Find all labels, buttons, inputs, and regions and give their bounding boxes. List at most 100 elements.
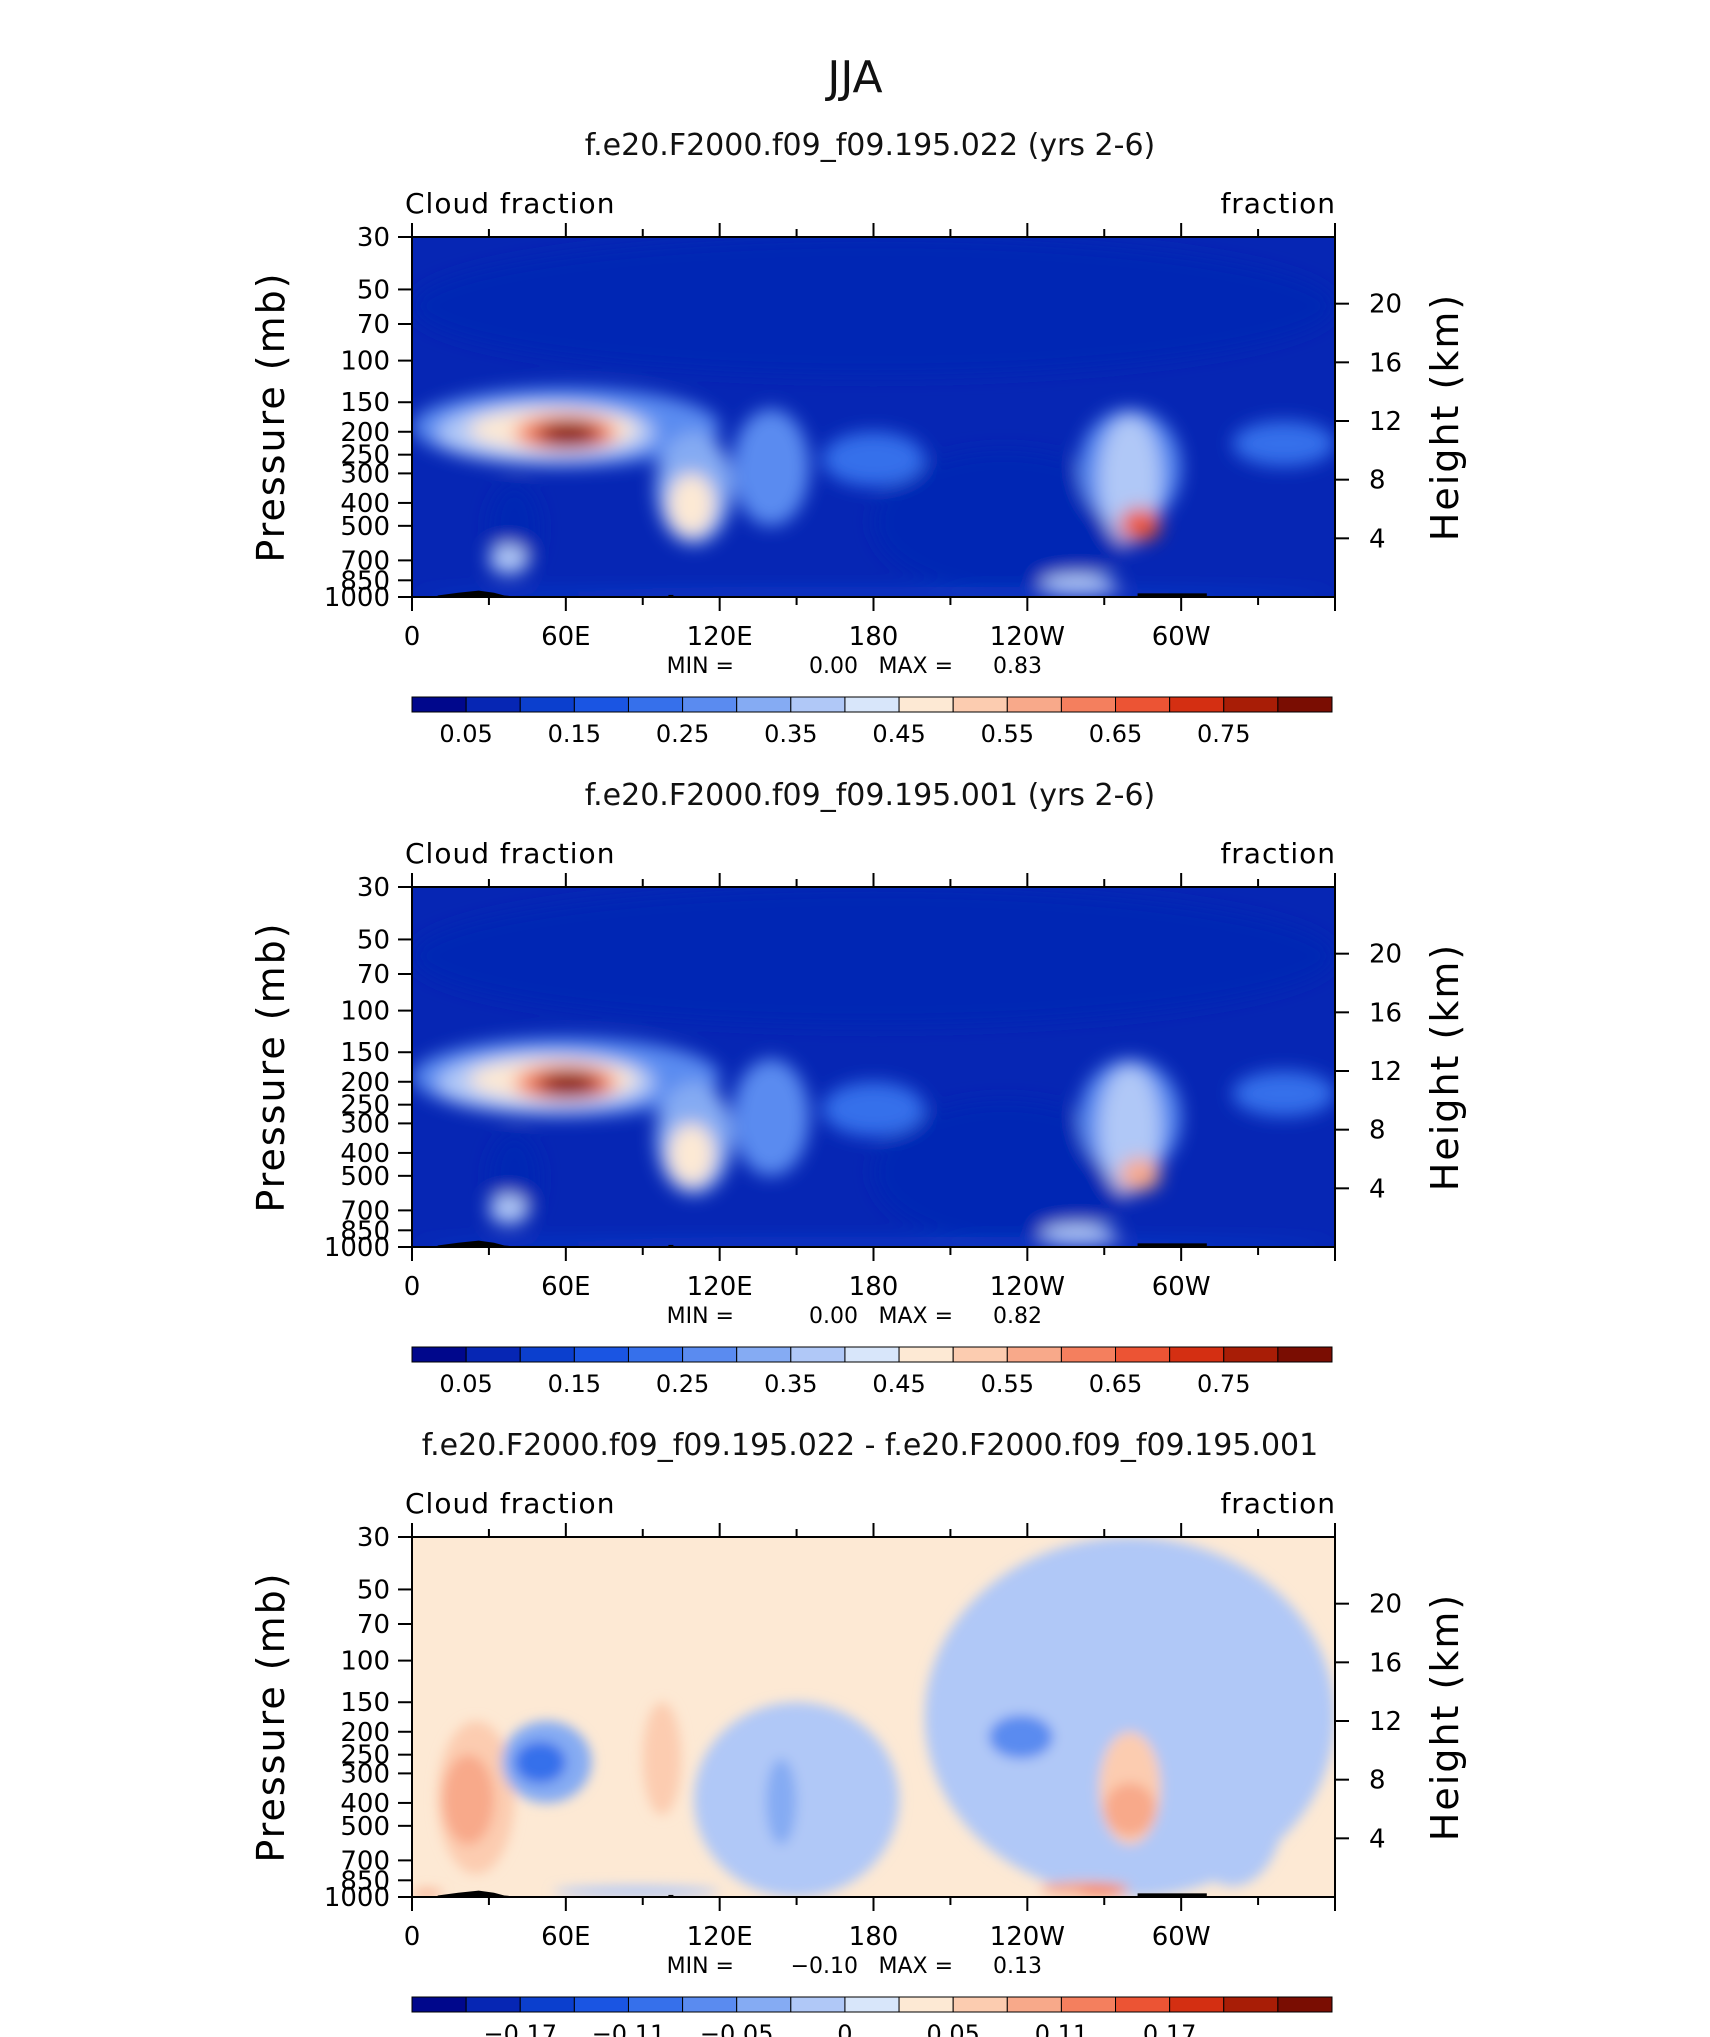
stats: MIN = 0.00 MAX = 0.82 [667, 1304, 1042, 1329]
y-tick-label: 850 [340, 566, 390, 596]
land-mask [437, 1240, 1207, 1247]
contour-region [668, 473, 715, 536]
y-tick-label: 70 [357, 1610, 390, 1640]
stratosphere-region [412, 237, 1335, 375]
contour-region [732, 408, 810, 526]
y-tick-label: 250 [340, 1091, 390, 1121]
contour-region [553, 1886, 720, 1897]
x-tick-label: 120W [990, 1922, 1065, 1952]
panel-title: f.e20.F2000.f09_f09.195.001 (yrs 2-6) [585, 778, 1155, 813]
min-label: MIN = [667, 1304, 734, 1329]
colorbar: 0.05 0.15 0.25 0.35 0.45 0.55 0.65 0.75 [411, 1346, 1333, 1398]
colorbar-box [1006, 696, 1062, 713]
colorbar-label: 0.05 [439, 720, 492, 748]
contour-region [694, 1702, 900, 1897]
x-tick-label: 120E [687, 1272, 753, 1302]
contour-region [514, 1741, 566, 1784]
colorbar-label: −0.05 [700, 2020, 774, 2037]
colorbar-label: 0.05 [439, 1370, 492, 1398]
y2-tick-label: 20 [1369, 940, 1402, 970]
contour-region [1040, 1224, 1118, 1244]
x-tick-label: 180 [849, 1272, 899, 1302]
y2-tick-label: 20 [1369, 1590, 1402, 1620]
land-south-america [1137, 593, 1207, 597]
y-axis-title: Pressure (mb) [249, 921, 293, 1212]
y-tick-label: 200 [340, 1068, 390, 1098]
stats: MIN = −0.10 MAX = 0.13 [667, 1954, 1042, 1979]
colorbar-box [1169, 1996, 1225, 2013]
contour-region [1104, 1783, 1156, 1836]
contour-region [1232, 1070, 1335, 1117]
y2-tick-label: 16 [1369, 1648, 1402, 1678]
y2-axis: 20 16 12 8 4 [1335, 940, 1402, 1204]
colorbar-label: 0.15 [548, 1370, 601, 1398]
y2-tick-label: 8 [1369, 466, 1386, 496]
y-tick-label: 500 [340, 1162, 390, 1192]
min-value: −0.10 [791, 1954, 858, 1979]
y-tick-label: 50 [357, 1575, 390, 1605]
colorbar-box [519, 1346, 575, 1363]
panel-2: f.e20.F2000.f09_f09.195.001 (yrs 2-6) Clo… [249, 778, 1467, 1398]
y-tick-label: 30 [357, 1523, 390, 1553]
y-tick-label: 700 [340, 1196, 390, 1226]
contour-region [545, 423, 592, 442]
colorbar-box [898, 696, 954, 713]
colorbar-box [1169, 1346, 1225, 1363]
y-tick-label: 300 [340, 459, 390, 489]
contour-field [412, 1537, 1335, 1897]
colorbar-label: 0.11 [1035, 2020, 1088, 2037]
colorbar-box [736, 1996, 792, 2013]
y-tick-label: 70 [357, 960, 390, 990]
colorbar-box [952, 1346, 1008, 1363]
colorbar-label: 0.75 [1197, 1370, 1250, 1398]
y-tick-label: 500 [340, 512, 390, 542]
colorbar-box [898, 1346, 954, 1363]
min-label: MIN = [667, 654, 734, 679]
y-tick-label: 850 [340, 1866, 390, 1896]
boundary-layer-region [412, 591, 1335, 597]
max-label: MAX = [878, 1304, 953, 1329]
y2-tick-label: 4 [1369, 1824, 1386, 1854]
colorbar-box [736, 696, 792, 713]
y2-tick-label: 12 [1369, 407, 1402, 437]
y2-tick-label: 12 [1369, 1707, 1402, 1737]
x-tick-label: 0 [404, 1272, 421, 1302]
y-tick-label: 300 [340, 1109, 390, 1139]
x-axis: 0 60E 120E 180 120W 60W [404, 1523, 1336, 1952]
colorbar-label: 0.55 [981, 720, 1034, 748]
colorbar-box [465, 1346, 521, 1363]
min-value: 0.00 [809, 1304, 858, 1329]
colorbar-label: 0.35 [764, 1370, 817, 1398]
contour-region [668, 1123, 715, 1186]
land-sliver [668, 1894, 674, 1897]
colorbar-box [898, 1996, 954, 2013]
x-tick-label: 120W [990, 1272, 1065, 1302]
colorbar-label: 0.17 [1143, 2020, 1196, 2037]
contour-region [1040, 574, 1118, 594]
y2-tick-label: 16 [1369, 348, 1402, 378]
y-tick-label: 150 [340, 1038, 390, 1068]
contour-region [442, 1754, 495, 1845]
colorbar-label: 0.05 [926, 2020, 979, 2037]
y2-tick-label: 4 [1369, 524, 1386, 554]
panel-title: f.e20.F2000.f09_f09.195.022 (yrs 2-6) [585, 128, 1155, 163]
x-tick-label: 120E [687, 1922, 753, 1952]
colorbar-box [1277, 1346, 1333, 1363]
colorbar-box [790, 1996, 846, 2013]
y-tick-label: 400 [340, 1789, 390, 1819]
land-mask [437, 590, 1207, 597]
colorbar-box [1060, 1346, 1117, 1363]
colorbar-label: −0.17 [483, 2020, 557, 2037]
panel-3: f.e20.F2000.f09_f09.195.022 - f.e20.F200… [249, 1428, 1467, 2037]
land-mask [437, 1890, 1207, 1897]
colorbar-label: 0.45 [872, 1370, 925, 1398]
colorbar-box [573, 1346, 629, 1363]
y-tick-label: 70 [357, 310, 390, 340]
y-tick-label: 1000 [324, 1883, 390, 1913]
colorbar-label: 0.55 [981, 1370, 1034, 1398]
land-asia [437, 1890, 520, 1897]
contour-region [732, 1058, 810, 1176]
y2-axis-title: Height (km) [1423, 943, 1467, 1191]
colorbar-box [1223, 696, 1279, 713]
